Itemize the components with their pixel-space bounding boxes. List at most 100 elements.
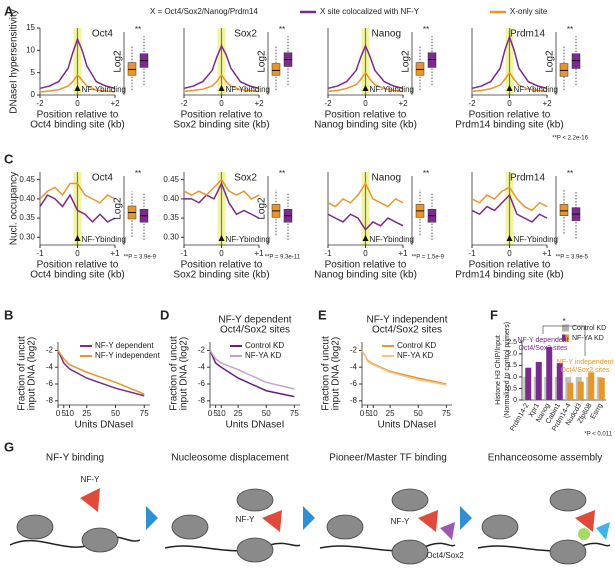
y-tick-label: -2	[350, 346, 358, 355]
p-value: *P < 0.011	[584, 432, 612, 438]
bar	[588, 372, 595, 400]
label: NF-Y	[391, 517, 410, 526]
x-axis-label: Position relative to	[37, 260, 119, 271]
y-axis-label: input DNA (log2)	[27, 337, 38, 410]
legend-label: Control KD	[572, 325, 606, 332]
x-tick-label: -1	[324, 249, 332, 258]
x-tick-label: 0	[507, 249, 512, 258]
significance: **	[423, 169, 429, 178]
x-tick-label: 0	[219, 249, 224, 258]
annotation-arrow	[506, 85, 513, 91]
x-tick-label: 25	[82, 409, 91, 418]
x-axis-label: Nanog binding site (kb)	[314, 270, 417, 281]
nf-y-shape	[418, 510, 438, 532]
annotation-arrow	[506, 235, 513, 241]
box	[271, 63, 281, 76]
chart-title: Prdm14	[510, 29, 545, 40]
series-line	[327, 71, 404, 93]
series-line	[39, 73, 116, 93]
x-tick-label: 10	[369, 409, 378, 418]
legend-title: X = Oct4/Sox2/Nanog/Prdm14	[150, 7, 258, 16]
chart-title: NF-Y dependent	[218, 315, 291, 326]
y-axis-label: Histone H3 ChIP/Input	[495, 335, 502, 405]
stage-title: Nucleosome displacement	[171, 453, 289, 464]
x-tick-label: 0	[56, 409, 61, 418]
bar	[567, 382, 574, 400]
stage-title: Pioneer/Master TF binding	[329, 453, 447, 464]
x-axis-label: Position relative to	[469, 260, 551, 271]
y-tick-label: 2.5	[507, 339, 517, 346]
chart-title: Sox2	[234, 29, 257, 40]
legend-swatch	[565, 334, 569, 342]
y-axis-label: Fraction of uncut	[321, 336, 332, 411]
arrow	[146, 506, 158, 530]
y-tick-label: -8	[350, 396, 358, 405]
x-tick-label: +2	[110, 99, 120, 108]
legend-label: Control KD	[397, 341, 436, 350]
x-tick-label: 75	[290, 409, 299, 418]
x-tick-label: 75	[140, 409, 149, 418]
annotation: NF-Ybinding	[514, 235, 558, 244]
x-axis-label: Position relative to	[325, 110, 407, 121]
legend-label: X site colocalized with NF-Y	[320, 7, 420, 16]
x-tick-label: 75	[442, 409, 451, 418]
chart-title: NF-Y independent	[367, 315, 448, 326]
y-tick-label: -4	[198, 362, 206, 371]
y-tick-label: 5	[31, 68, 36, 77]
series-line	[361, 350, 447, 386]
label: Oct4/Sox2	[426, 551, 464, 560]
series-line	[184, 181, 260, 219]
x-tick-label: -1	[180, 249, 188, 258]
x-axis-label: Position relative to	[181, 260, 263, 271]
x-axis-label: Oct4 binding site (kb)	[30, 120, 125, 131]
series-line	[327, 43, 404, 90]
box-y-label: Log2	[401, 50, 412, 73]
x-tick-label: -1	[468, 249, 476, 258]
arrow	[460, 506, 472, 530]
y-axis-label: Fraction of uncut	[169, 336, 180, 411]
label: NF-Y	[81, 475, 100, 484]
stage-title: NF-Y binding	[46, 453, 104, 464]
y-tick-label: 0.40	[19, 194, 35, 203]
annotation: NF-Ybinding	[226, 235, 270, 244]
legend-label: X-only site	[510, 7, 548, 16]
x-tick-label: 10	[217, 409, 226, 418]
annotation: NF-Ybinding	[370, 235, 414, 244]
y-tick-label: -4	[350, 362, 358, 371]
tf-shape	[440, 522, 455, 540]
legend-label: NF-YA KD	[572, 335, 604, 342]
series-line	[327, 182, 404, 208]
y-axis-label: Nucl. occupancy	[9, 172, 20, 245]
y-axis-label: (Normalized to control primers)	[504, 322, 511, 418]
group-label: Oct4/Sox2 sites	[560, 367, 610, 374]
chart-title: Oct4/Sox2 sites	[220, 325, 290, 336]
x-axis-label: Nanog binding site (kb)	[314, 120, 417, 131]
bar	[525, 367, 532, 400]
x-tick-label: -2	[36, 99, 44, 108]
chart-title: Oct4/Sox2 sites	[372, 325, 442, 336]
significance: **	[135, 25, 141, 34]
x-axis-label: Sox2 binding site (kb)	[173, 270, 269, 281]
y-tick-label: 2.0	[507, 351, 517, 358]
significance: **	[135, 169, 141, 178]
arrow	[303, 506, 315, 530]
x-axis-label: Units DNaseI	[226, 420, 285, 431]
tf-shapes	[440, 522, 610, 540]
x-tick-label: 5	[365, 409, 370, 418]
x-tick-label: 0	[363, 99, 368, 108]
significance: **	[567, 25, 573, 34]
x-axis-label: Prdm14 binding site (kb)	[455, 120, 563, 131]
bar	[577, 381, 584, 400]
box	[559, 204, 569, 216]
series-line	[39, 37, 116, 90]
x-tick-label: +2	[542, 99, 552, 108]
series-line	[39, 193, 116, 224]
p-value: **P = 3.9e-9	[124, 255, 157, 261]
x-tick-label: 10	[65, 409, 74, 418]
series-line	[183, 178, 260, 200]
x-axis-label: Oct4 binding site (kb)	[30, 270, 125, 281]
tf-shape	[578, 528, 590, 540]
significance: **	[567, 169, 573, 178]
y-tick-label: 0.30	[163, 232, 179, 241]
bar	[546, 346, 553, 400]
